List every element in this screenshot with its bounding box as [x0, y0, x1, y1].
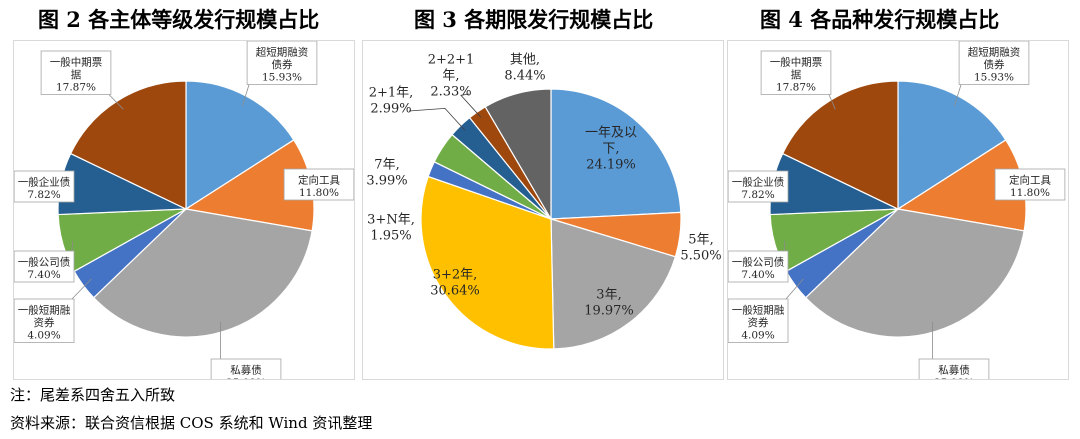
svg-text:超短期融资: 超短期融资 — [256, 46, 309, 59]
svg-text:一般企业债: 一般企业债 — [732, 176, 785, 189]
svg-text:15.93%: 15.93% — [974, 72, 1014, 84]
data-source: 资料来源：联合资信根据 COS 系统和 Wind 资讯整理 — [10, 414, 373, 432]
svg-text:8.44%: 8.44% — [504, 69, 545, 84]
pie-data-label: 3+2年,30.64% — [430, 268, 480, 299]
svg-text:一般中期票: 一般中期票 — [770, 56, 823, 69]
svg-text:7.82%: 7.82% — [27, 189, 60, 201]
svg-text:7.40%: 7.40% — [741, 269, 774, 281]
pie-slice — [185, 80, 295, 211]
svg-text:据: 据 — [791, 68, 802, 81]
svg-text:定向工具: 定向工具 — [1009, 174, 1051, 187]
svg-text:其他,: 其他, — [510, 53, 540, 68]
pie-data-label: 3+N年,1.95% — [367, 213, 415, 244]
pie-data-label: 7年,3.99% — [366, 158, 407, 189]
chart-panel-fig3: 一年及以 下, 24.19% 5年, 5.50% 3年, 19.97% 3+2年, 30.64%… — [362, 40, 724, 380]
svg-text:2.33%: 2.33% — [430, 85, 471, 100]
svg-text:3+2年,: 3+2年, — [433, 268, 478, 283]
svg-text:资券: 资券 — [748, 316, 769, 329]
svg-text:11.80%: 11.80% — [299, 187, 339, 199]
svg-text:下,: 下, — [602, 142, 619, 157]
svg-text:定向工具: 定向工具 — [298, 174, 340, 187]
svg-text:3+N年,: 3+N年, — [367, 213, 415, 228]
pie-data-label: 2+2+1年,2.33% — [428, 53, 482, 118]
svg-text:11.80%: 11.80% — [1010, 187, 1050, 199]
svg-text:一般公司债: 一般公司债 — [732, 256, 785, 269]
pie-data-label: 2+1年,2.99% — [369, 86, 466, 131]
svg-text:一年及以: 一年及以 — [585, 126, 637, 141]
svg-text:2+1年,: 2+1年, — [369, 86, 414, 101]
chart-title-fig4: 图 4 各品种发行规模占比 — [760, 7, 1000, 32]
svg-text:一般中期票: 一般中期票 — [50, 56, 103, 69]
pie-slice — [420, 175, 555, 350]
svg-text:债券: 债券 — [984, 58, 1005, 71]
svg-text:私募债: 私募债 — [230, 364, 262, 377]
pie-data-label: 3年,19.97% — [584, 288, 634, 319]
svg-text:一般短期融: 一般短期融 — [18, 304, 71, 317]
svg-text:3年,: 3年, — [596, 288, 621, 303]
svg-text:24.19%: 24.19% — [586, 158, 636, 173]
svg-text:2.99%: 2.99% — [370, 102, 411, 117]
svg-text:4.09%: 4.09% — [741, 330, 774, 342]
svg-text:1.95%: 1.95% — [370, 229, 411, 244]
pie-slice — [484, 88, 552, 222]
svg-text:超短期融资: 超短期融资 — [968, 46, 1021, 59]
svg-text:4.09%: 4.09% — [27, 330, 60, 342]
svg-text:据: 据 — [71, 68, 82, 81]
svg-text:一般企业债: 一般企业债 — [18, 176, 71, 189]
pie-data-label: 私募债35.09% — [918, 321, 990, 379]
svg-text:15.93%: 15.93% — [262, 72, 302, 84]
svg-text:5年,: 5年, — [688, 233, 713, 248]
svg-text:一般公司债: 一般公司债 — [18, 256, 71, 269]
pie-slice — [550, 88, 682, 220]
svg-text:3.99%: 3.99% — [366, 174, 407, 189]
footnote: 注：尾差系四舍五入所致 — [10, 386, 176, 404]
svg-text:年,: 年, — [442, 69, 459, 84]
pie-data-label: 5年,5.50% — [680, 233, 721, 264]
svg-text:7年,: 7年, — [374, 158, 399, 173]
svg-text:17.87%: 17.87% — [56, 82, 96, 94]
pie-data-label: 其他,8.44% — [504, 53, 545, 84]
svg-text:35.09%: 35.09% — [226, 377, 266, 379]
svg-text:5.50%: 5.50% — [680, 249, 721, 264]
svg-text:2+2+1: 2+2+1 — [428, 53, 475, 68]
svg-text:债券: 债券 — [272, 58, 293, 71]
svg-text:私募债: 私募债 — [938, 364, 970, 377]
chart-title-fig3: 图 3 各期限发行规模占比 — [414, 7, 654, 32]
svg-text:19.97%: 19.97% — [584, 304, 634, 319]
svg-text:30.64%: 30.64% — [430, 284, 480, 299]
pie-slice — [550, 218, 677, 350]
svg-text:资券: 资券 — [34, 316, 55, 329]
pie-slice — [804, 208, 1025, 338]
pie-slice — [897, 80, 1007, 211]
svg-text:7.82%: 7.82% — [741, 189, 774, 201]
svg-text:17.87%: 17.87% — [776, 82, 816, 94]
pie-slice — [69, 80, 187, 210]
pie-slice — [781, 80, 899, 210]
pie-data-label: 私募债35.09% — [210, 321, 282, 379]
svg-text:35.09%: 35.09% — [934, 377, 974, 379]
svg-text:7.40%: 7.40% — [27, 269, 60, 281]
chart-title-fig2: 图 2 各主体等级发行规模占比 — [38, 7, 320, 32]
pie-slice — [92, 208, 313, 338]
svg-text:一般短期融: 一般短期融 — [732, 304, 785, 317]
